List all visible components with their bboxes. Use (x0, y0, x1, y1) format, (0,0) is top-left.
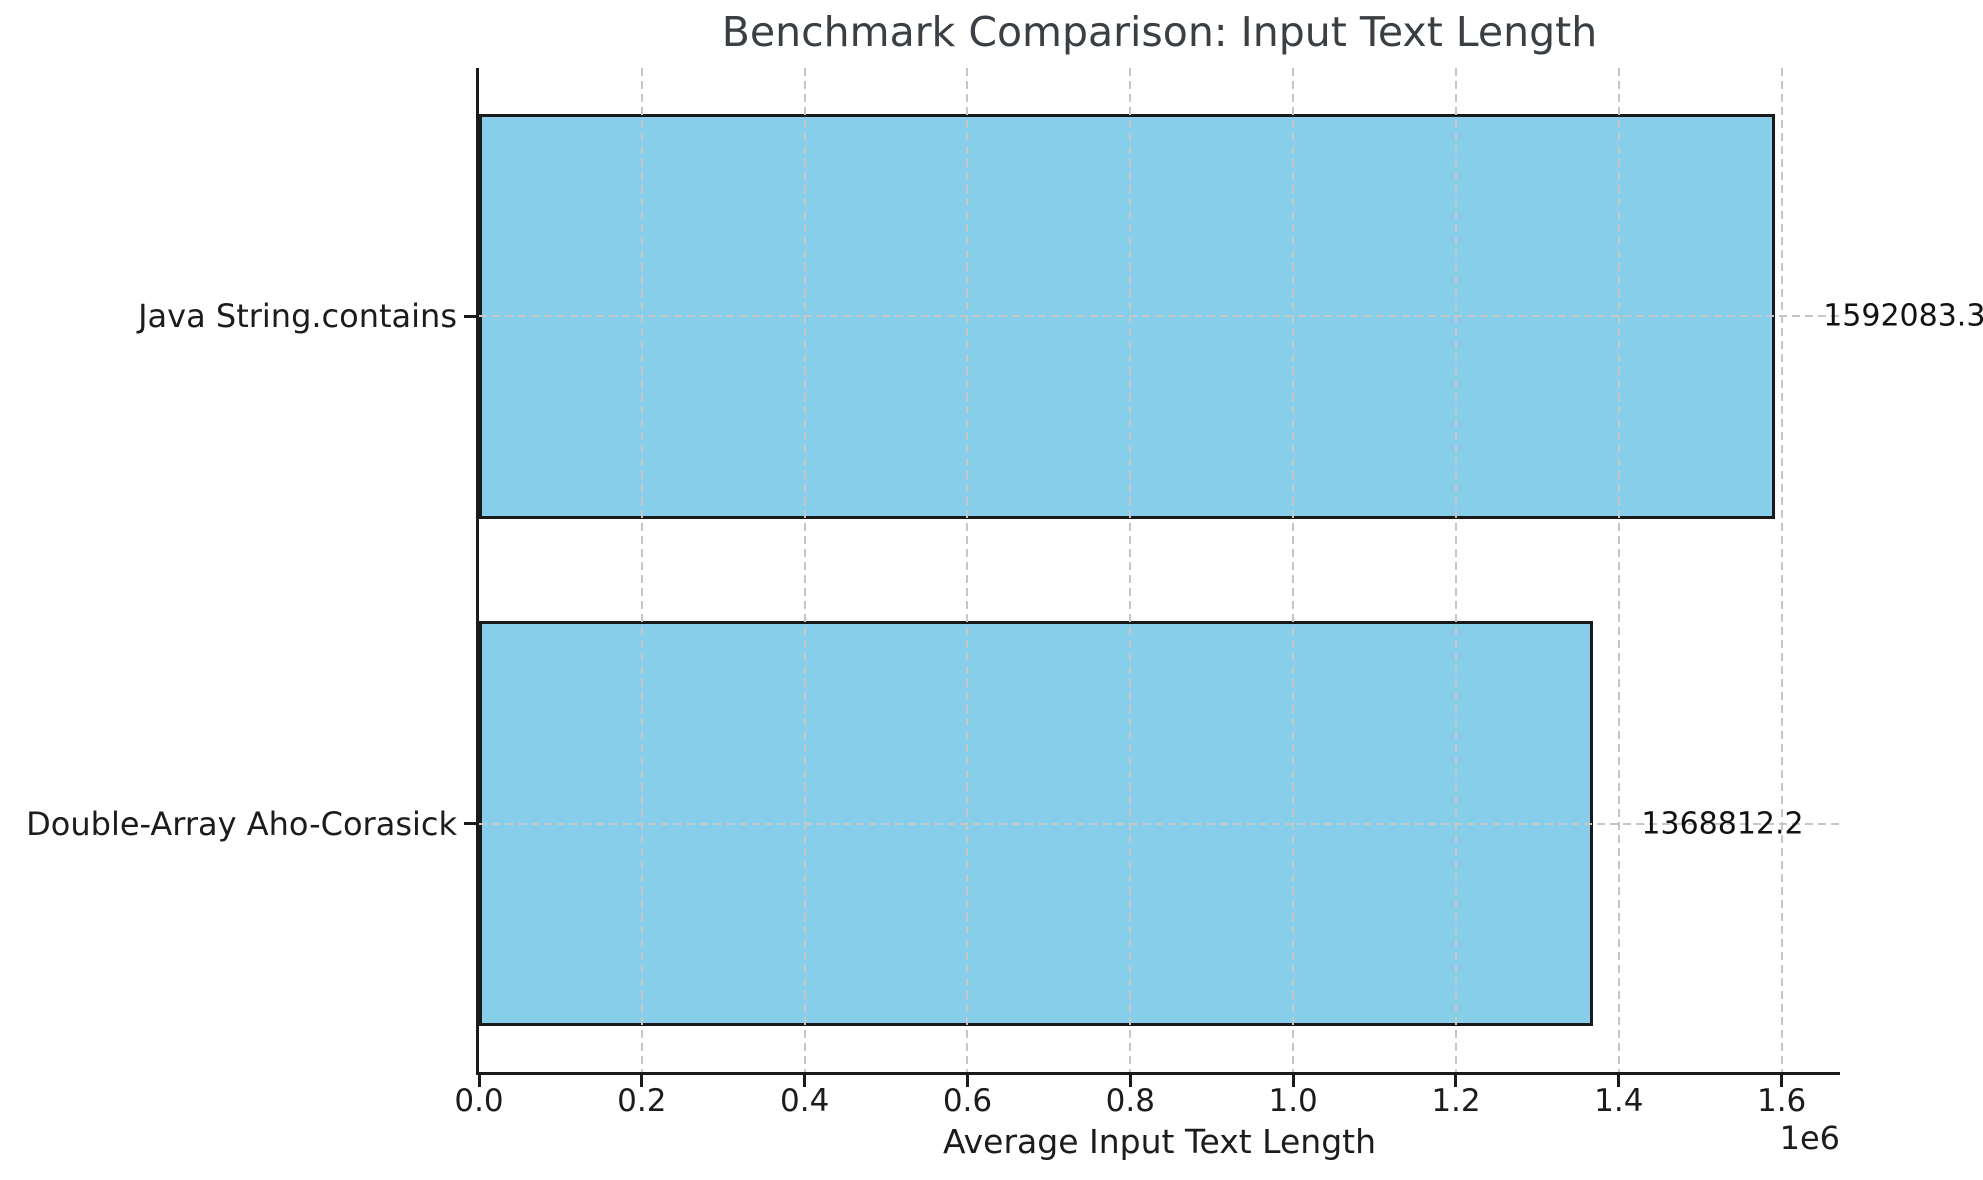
x-tick-label: 1.4 (1594, 1083, 1644, 1119)
x-tick-label: 1.0 (1268, 1083, 1318, 1119)
x-tick-mark (477, 1075, 481, 1087)
x-tick-label: 0.6 (942, 1083, 993, 1119)
y-tick-mark (464, 822, 476, 826)
y-tick-label: Java String.contains (138, 297, 457, 336)
axis-offset-label: 1e6 (1779, 1119, 1840, 1157)
x-tick-label: 0.0 (454, 1083, 504, 1119)
x-tick-mark (1454, 1075, 1458, 1087)
x-tick-label: 1.6 (1756, 1083, 1807, 1119)
x-tick-mark (1291, 1075, 1295, 1087)
bars-layer (479, 68, 1840, 1072)
x-tick-mark (1780, 1075, 1784, 1087)
x-tick-label: 0.8 (1105, 1083, 1155, 1119)
x-tick-mark (1617, 1075, 1621, 1087)
bar-value-label: 1592083.3 (1823, 298, 1983, 334)
x-tick-mark (1128, 1075, 1132, 1087)
chart-title: Benchmark Comparison: Input Text Length (721, 8, 1598, 56)
plot-area (476, 68, 1840, 1075)
x-tick-mark (803, 1075, 807, 1087)
x-axis-label: Average Input Text Length (943, 1122, 1376, 1161)
bar-value-label: 1368812.2 (1641, 806, 1804, 842)
x-tick-label: 1.2 (1431, 1083, 1481, 1119)
x-tick-mark (965, 1075, 969, 1087)
x-tick-label: 0.2 (617, 1083, 667, 1119)
bar (479, 113, 1776, 520)
bar (479, 620, 1594, 1027)
x-tick-label: 0.4 (780, 1083, 830, 1119)
y-tick-mark (464, 314, 476, 318)
x-tick-mark (640, 1075, 644, 1087)
y-tick-label: Double-Array Aho-Corasick (26, 804, 457, 843)
